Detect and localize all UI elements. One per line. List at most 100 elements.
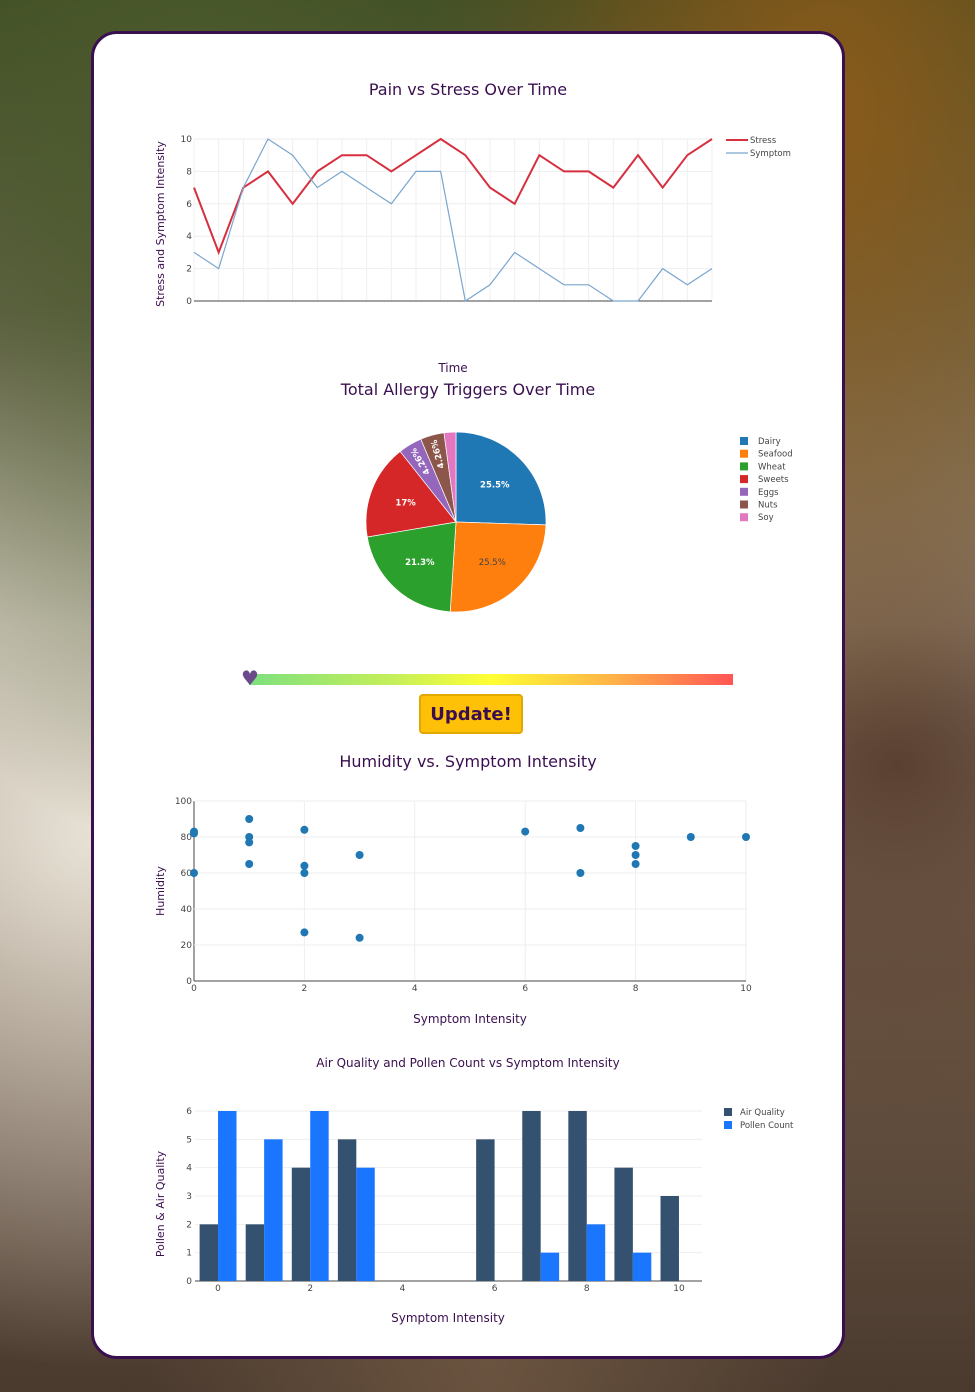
bar-pollen-count xyxy=(586,1224,606,1281)
y-tick-label: 100 xyxy=(175,797,192,807)
bar-pollen-count xyxy=(632,1252,652,1281)
y-tick-label: 80 xyxy=(181,833,193,843)
bar-chart: 0 1 2 3 4 5 6 0 2 4 6 8 10 Air Quality Pollen Count Sym… xyxy=(154,1107,794,1325)
x-tick-label: 10 xyxy=(673,1284,685,1294)
bar-pollen-count xyxy=(218,1111,237,1281)
line-chart: 0 2 4 6 8 10 Stress Symptom Time Stress and Sympt… xyxy=(154,135,791,375)
scatter-point xyxy=(521,827,530,836)
legend-swatch xyxy=(724,1108,732,1116)
legend-label: Seafood xyxy=(758,450,793,460)
legend-label: Pollen Count xyxy=(740,1121,794,1131)
x-tick-label: 2 xyxy=(302,984,308,994)
y-axis-label: Humidity xyxy=(154,866,167,916)
legend-label: Stress xyxy=(750,136,777,146)
legend-label: Sweets xyxy=(758,475,789,485)
legend-swatch xyxy=(740,437,748,445)
y-tick-label: 2 xyxy=(186,1220,192,1230)
x-tick-label: 4 xyxy=(412,984,418,994)
bar-air-quality xyxy=(337,1139,357,1281)
y-tick-label: 0 xyxy=(186,977,192,987)
legend-label: Wheat xyxy=(758,462,786,472)
scatter-point xyxy=(576,869,585,877)
x-axis-label: Symptom Intensity xyxy=(413,1012,527,1026)
scatter-point xyxy=(190,829,198,838)
y-axis-label: Stress and Symptom Intensity xyxy=(154,141,167,307)
x-tick-label: 8 xyxy=(633,984,639,994)
bar-air-quality xyxy=(614,1167,633,1281)
y-tick-label: 0 xyxy=(186,297,192,307)
y-axis-label: Pollen & Air Quality xyxy=(154,1150,167,1257)
x-axis-label: Symptom Intensity xyxy=(391,1311,505,1325)
legend-label: Symptom xyxy=(750,149,791,159)
legend-label: Dairy xyxy=(758,437,781,447)
legend-label: Soy xyxy=(758,513,774,523)
scatter-point xyxy=(300,825,309,834)
y-tick-label: 2 xyxy=(186,265,192,275)
bar-air-quality xyxy=(291,1167,311,1281)
pie-slice-soy xyxy=(443,431,457,523)
y-tick-label: 8 xyxy=(186,167,192,177)
bar-air-quality xyxy=(476,1139,495,1281)
pie-slice-label: 25.5% xyxy=(479,558,506,568)
y-tick-label: 4 xyxy=(186,1164,192,1174)
scatter-point xyxy=(355,933,364,942)
x-tick-label: 0 xyxy=(191,984,197,994)
slider-track[interactable] xyxy=(249,674,733,685)
legend-swatch xyxy=(740,513,748,522)
y-tick-label: 1 xyxy=(186,1249,192,1259)
scatter-point xyxy=(631,842,640,850)
y-tick-label: 60 xyxy=(181,869,193,879)
scatter-point xyxy=(631,860,640,868)
x-tick-label: 10 xyxy=(740,984,752,994)
x-tick-label: 8 xyxy=(584,1284,590,1294)
dashboard-card: Pain vs Stress Over Time 0 2 4 6 8 10 Stress Sy… xyxy=(91,31,845,1359)
bar-pollen-count xyxy=(264,1139,283,1281)
legend-swatch xyxy=(740,475,748,484)
pie-slice-dairy xyxy=(455,431,547,526)
legend-label: Nuts xyxy=(758,501,778,511)
y-tick-label: 5 xyxy=(186,1135,192,1145)
legend-swatch xyxy=(724,1121,732,1129)
bar-pollen-count xyxy=(540,1252,560,1281)
x-tick-label: 6 xyxy=(492,1284,498,1294)
legend-swatch xyxy=(740,449,748,458)
bar-air-quality xyxy=(568,1111,587,1281)
symptom-slider[interactable]: ♥ xyxy=(241,666,736,690)
pie-slice-label: 21.3% xyxy=(405,558,435,568)
series-line-symptom xyxy=(193,138,713,302)
scatter-point xyxy=(576,824,585,832)
y-tick-label: 4 xyxy=(186,232,192,242)
bar-air-quality xyxy=(245,1224,265,1281)
pie-slice-label: 25.5% xyxy=(480,480,510,490)
y-tick-label: 0 xyxy=(186,1277,192,1287)
pie-slice-label: 17% xyxy=(395,499,416,509)
x-tick-label: 4 xyxy=(400,1284,406,1294)
x-axis-label: Time xyxy=(437,361,467,375)
scatter-point xyxy=(300,861,309,870)
scatter-point xyxy=(300,869,309,877)
heart-icon[interactable]: ♥ xyxy=(241,666,259,690)
update-button[interactable]: Update! xyxy=(419,694,523,734)
series-line-stress xyxy=(193,137,713,256)
legend-swatch xyxy=(740,500,748,509)
scatter-point xyxy=(245,838,254,847)
scatter-point xyxy=(245,815,254,823)
pie-slice-sweets xyxy=(365,450,457,538)
bar-air-quality xyxy=(199,1224,219,1281)
legend-swatch xyxy=(740,462,748,471)
legend-label: Eggs xyxy=(758,488,779,498)
scatter-point xyxy=(742,833,750,841)
y-tick-label: 40 xyxy=(181,905,193,915)
scatter-point xyxy=(631,851,640,859)
scatter-point xyxy=(355,851,364,859)
line-chart-title: Pain vs Stress Over Time xyxy=(368,80,568,99)
pie-chart: 25.5% Dairy 25.5% Seafood 21.3% Wheat 17% Sweet… xyxy=(365,431,793,613)
pie-chart-title: Total Allergy Triggers Over Time xyxy=(340,380,596,399)
bar-air-quality xyxy=(522,1111,541,1281)
legend-label: Air Quality xyxy=(740,1108,785,1118)
y-tick-label: 10 xyxy=(181,135,193,145)
scatter-chart-title: Humidity vs. Symptom Intensity xyxy=(339,752,597,771)
y-tick-label: 6 xyxy=(186,1107,192,1117)
x-tick-label: 0 xyxy=(215,1284,221,1294)
